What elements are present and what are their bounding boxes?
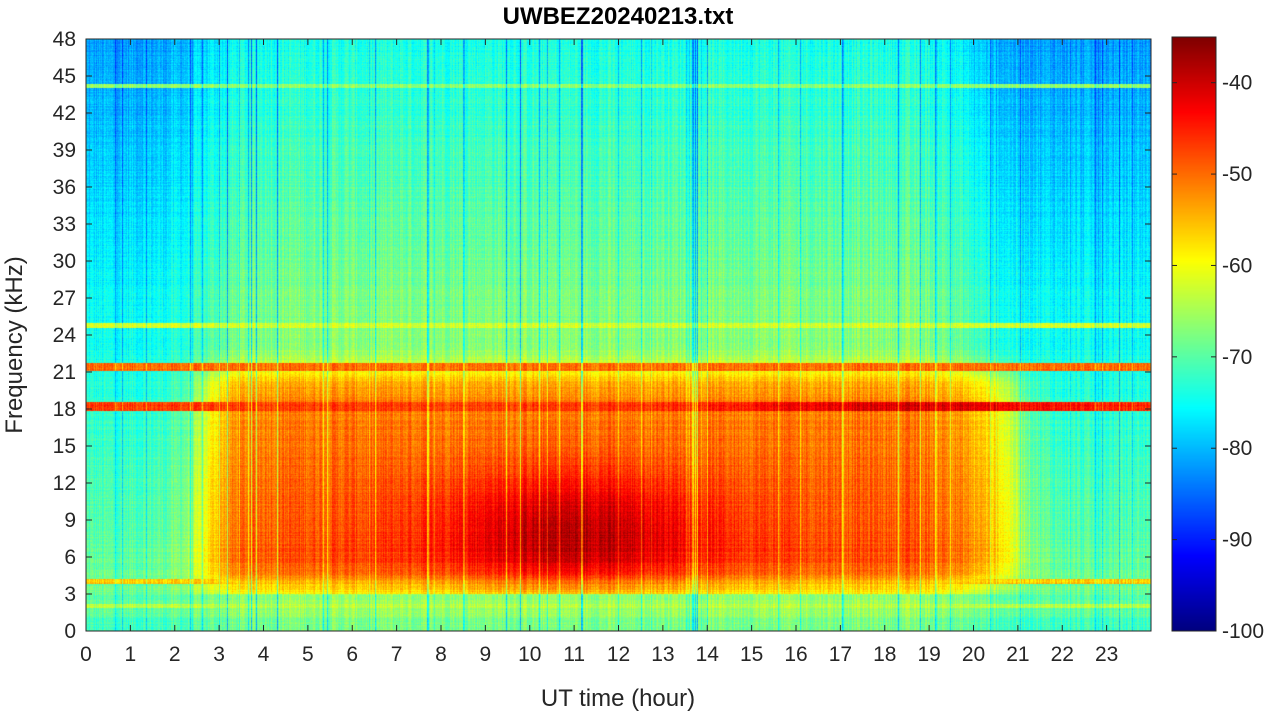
x-tick-label: 3: [213, 643, 225, 666]
chart-title: UWBEZ20240213.txt: [503, 3, 734, 30]
colorbar-tick-label: -50: [1222, 163, 1252, 186]
y-tick-label: 3: [64, 583, 76, 606]
colorbar-tick-label: -80: [1222, 437, 1252, 460]
x-tick-label: 18: [873, 643, 896, 666]
colorbar-ticks: -40 -50 -60 -70 -80 -90 -100: [1172, 72, 1264, 643]
spectrogram-heatmap: [86, 39, 1151, 631]
y-tick-label: 15: [53, 435, 76, 458]
colorbar-tick-label: -40: [1222, 72, 1252, 95]
y-tick-label: 45: [53, 65, 76, 88]
x-tick-label: 20: [962, 643, 985, 666]
x-tick-label: 5: [302, 643, 314, 666]
x-tick-label: 9: [480, 643, 492, 666]
y-tick-label: 21: [53, 361, 76, 384]
x-tick-label: 22: [1051, 643, 1074, 666]
y-tick-label: 9: [64, 509, 76, 532]
y-tick-label: 18: [53, 398, 76, 421]
y-tick-label: 33: [53, 213, 76, 236]
y-tick-label: 27: [53, 287, 76, 310]
colorbar-tick-label: -70: [1222, 346, 1252, 369]
x-tick-label: 8: [435, 643, 447, 666]
x-tick-label: 16: [784, 643, 807, 666]
y-tick-label: 36: [53, 176, 76, 199]
y-tick-label: 30: [53, 250, 76, 273]
x-tick-label: 7: [391, 643, 403, 666]
colorbar-tick-label: -100: [1222, 620, 1264, 643]
x-tick-label: 2: [169, 643, 181, 666]
x-tick-label: 19: [917, 643, 940, 666]
x-tick-label: 13: [651, 643, 674, 666]
x-tick-label: 0: [80, 643, 92, 666]
x-tick-label: 14: [696, 643, 720, 666]
y-tick-label: 6: [64, 546, 76, 569]
plot-area: [85, 38, 1152, 632]
y-tick-label: 12: [53, 472, 76, 495]
x-axis-label: UT time (hour): [541, 685, 695, 712]
x-tick-label: 21: [1006, 643, 1029, 666]
x-tick-label: 11: [563, 643, 585, 666]
x-tick-label: 17: [829, 643, 852, 666]
y-tick-label: 39: [53, 139, 76, 162]
colorbar-frame: [1171, 36, 1217, 632]
colorbar-gradient: [1172, 37, 1216, 631]
x-tick-label: 6: [346, 643, 358, 666]
x-axis: 0 1 2 3 4 5 6 7 8 9 10 11 12 13 14 15 16 17 18 19 20 21 22 23: [80, 39, 1118, 666]
y-tick-label: 48: [53, 28, 76, 51]
x-tick-label: 23: [1095, 643, 1118, 666]
y-tick-label: 24: [53, 324, 77, 347]
x-tick-label: 4: [258, 643, 270, 666]
y-axis-label: Frequency (kHz): [1, 256, 28, 433]
x-tick-label: 15: [740, 643, 763, 666]
y-tick-label: 0: [64, 620, 76, 643]
colorbar-tick-label: -60: [1222, 254, 1252, 277]
colorbar-tick-label: -90: [1222, 529, 1252, 552]
colorbar: -40 -50 -60 -70 -80 -90 -100: [1171, 36, 1264, 643]
x-tick-label: 12: [607, 643, 630, 666]
y-tick-label: 42: [53, 102, 76, 125]
x-tick-label: 10: [518, 643, 541, 666]
x-tick-label: 1: [125, 643, 137, 666]
